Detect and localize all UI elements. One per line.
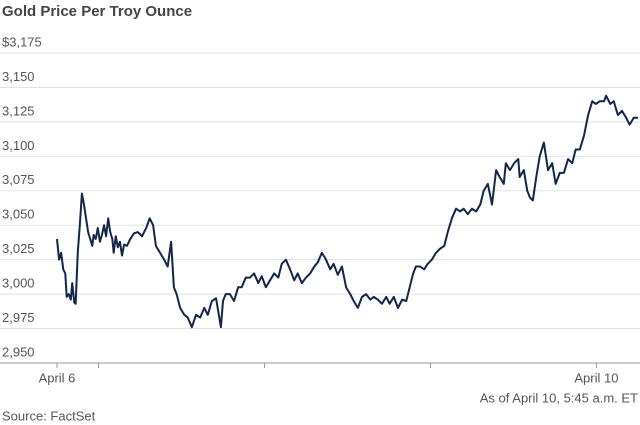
y-tick-label: 3,075 xyxy=(2,172,35,187)
x-tick-label: April 6 xyxy=(39,370,76,385)
y-tick-label: $3,175 xyxy=(2,34,42,49)
y-tick-label: 2,950 xyxy=(2,344,35,359)
y-tick-label: 2,975 xyxy=(2,310,35,325)
y-tick-label: 3,000 xyxy=(2,276,35,291)
source: Source: FactSet xyxy=(2,408,96,423)
y-tick-label: 3,150 xyxy=(2,69,35,84)
y-tick-label: 3,125 xyxy=(2,103,35,118)
x-tick-label: April 10 xyxy=(574,370,618,385)
chart-title: Gold Price Per Troy Ounce xyxy=(2,3,192,20)
y-tick-label: 3,050 xyxy=(2,207,35,222)
y-tick-label: 3,025 xyxy=(2,241,35,256)
price-line xyxy=(56,94,638,329)
note: As of April 10, 5:45 a.m. ET xyxy=(480,390,638,405)
y-tick-label: 3,100 xyxy=(2,138,35,153)
